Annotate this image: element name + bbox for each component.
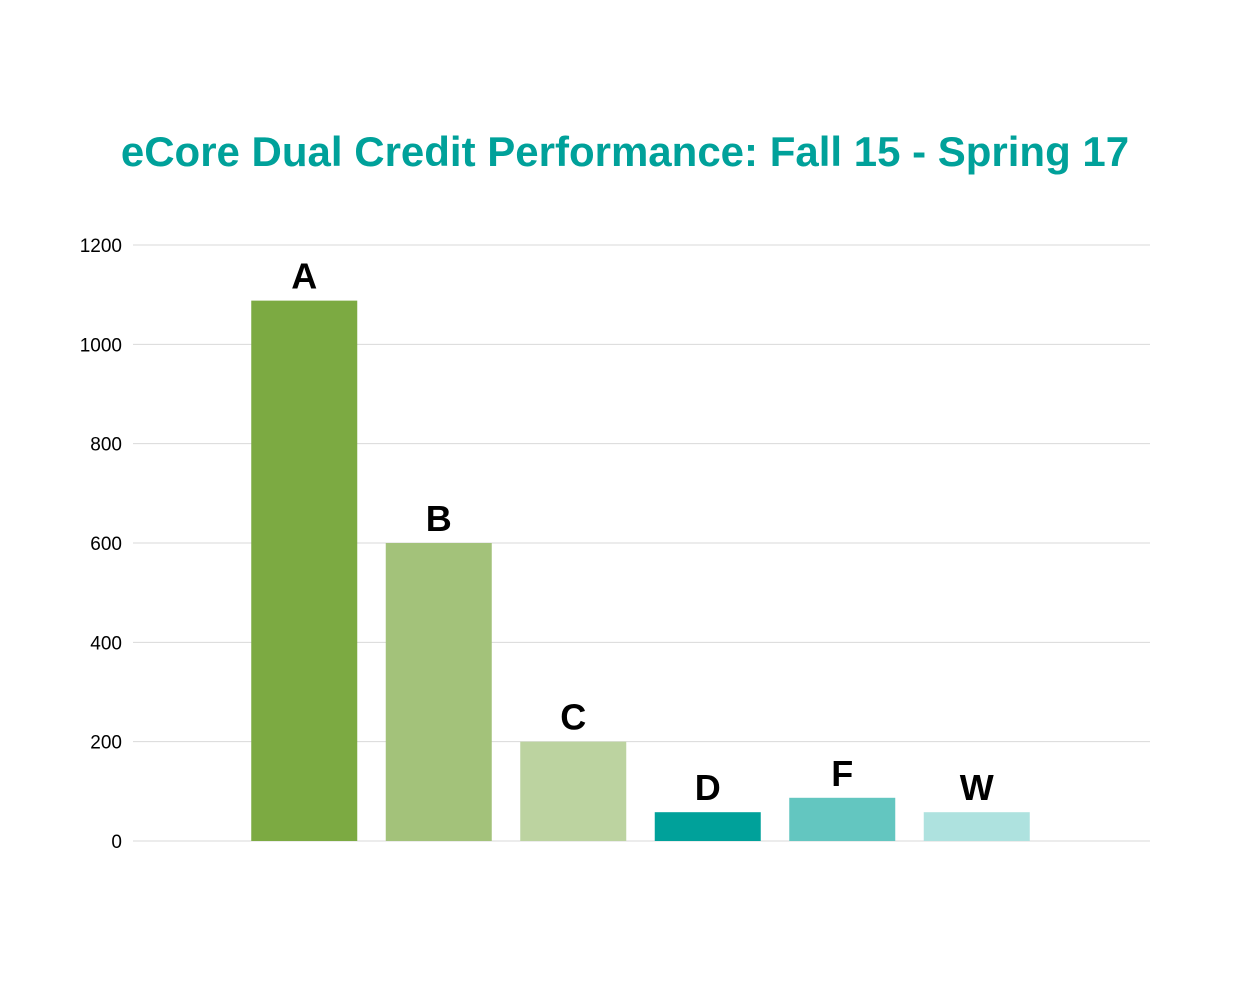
data-label-a: A [291, 256, 317, 297]
data-label-c: C [560, 697, 586, 738]
y-tick-label: 200 [90, 733, 122, 754]
bar-d [654, 812, 761, 841]
y-tick-label: 800 [90, 435, 122, 456]
y-tick-label: 400 [90, 633, 122, 654]
data-label-d: D [695, 767, 721, 808]
data-label-w: W [960, 767, 994, 808]
data-label-f: F [831, 753, 853, 794]
bar-f [789, 797, 896, 841]
y-tick-label: 1000 [80, 335, 122, 356]
bar-c [520, 741, 627, 841]
y-tick-label: 600 [90, 534, 122, 555]
bar-a [251, 300, 358, 841]
chart-title: eCore Dual Credit Performance: Fall 15 -… [120, 128, 1130, 175]
data-labels: A B C D F W [291, 256, 994, 809]
y-tick-label: 1200 [80, 236, 122, 257]
y-tick-label: 0 [111, 832, 122, 853]
data-label-b: B [426, 498, 452, 539]
bar-w [923, 812, 1030, 841]
bars [251, 300, 1030, 841]
y-axis-ticks: 0 200 400 600 800 1000 1200 [80, 236, 122, 853]
bar-b [385, 543, 492, 841]
